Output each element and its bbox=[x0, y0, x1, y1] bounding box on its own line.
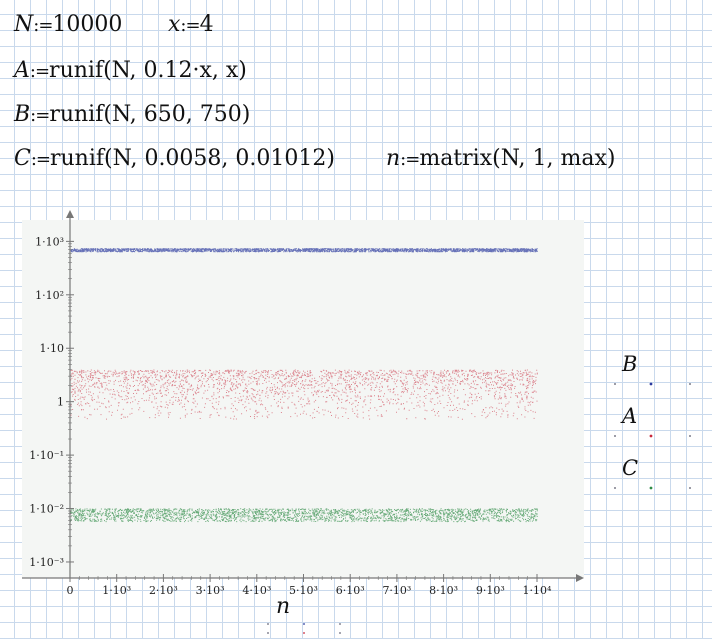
x-trace-marker bbox=[267, 623, 269, 625]
assign-op: := bbox=[30, 105, 50, 126]
y-axis-arrow bbox=[66, 210, 74, 218]
y-tick-label: 1·10⁻¹ bbox=[29, 449, 64, 462]
expr-A: runif(N, 0.12·x, x) bbox=[49, 58, 247, 83]
definition-B[interactable]: B:=runif(N, 650, 750) bbox=[14, 104, 250, 126]
definition-n[interactable]: n:=matrix(N, 1, max) bbox=[386, 148, 615, 170]
y-tick-label: 1·10² bbox=[35, 289, 64, 302]
x-tick-label: 7·10³ bbox=[382, 584, 411, 597]
expr-C: runif(N, 0.0058, 0.01012) bbox=[50, 146, 335, 171]
y-tick-label: 1·10 bbox=[40, 342, 65, 355]
var-A: A bbox=[14, 58, 30, 83]
x-tick-label: 5·10³ bbox=[289, 584, 318, 597]
x-trace-marker bbox=[303, 623, 305, 625]
x-tick-label: 0 bbox=[67, 584, 74, 597]
legend-label-C: C bbox=[622, 456, 639, 480]
var-N: N bbox=[14, 12, 34, 37]
expr-B: runif(N, 650, 750) bbox=[49, 102, 251, 127]
x-trace-marker bbox=[339, 623, 341, 625]
definition-A[interactable]: A:=runif(N, 0.12·x, x) bbox=[14, 60, 247, 82]
x-axis-trace-markers bbox=[267, 623, 341, 634]
y-tick-label: 1·10³ bbox=[35, 235, 64, 248]
var-n: n bbox=[386, 146, 401, 171]
definition-C[interactable]: C:=runif(N, 0.0058, 0.01012) bbox=[14, 148, 335, 170]
assign-op: := bbox=[180, 15, 200, 36]
plot-ticks: 1·10³ 1·10² 1·10 1 1·10⁻¹ 1·10⁻² 1·10⁻³ 0 1·10³ 2… bbox=[29, 235, 552, 597]
expr-x: 4 bbox=[199, 12, 214, 37]
definition-x[interactable]: x:=4 bbox=[168, 14, 214, 36]
legend-label-A: A bbox=[622, 404, 638, 428]
y-tick-label: 1·10⁻² bbox=[29, 503, 64, 516]
expr-N: 10000 bbox=[52, 12, 123, 37]
x-trace-marker bbox=[267, 632, 269, 634]
series-B bbox=[70, 248, 538, 253]
x-axis-arrow bbox=[576, 574, 584, 582]
x-tick-label: 6·10³ bbox=[336, 584, 365, 597]
assign-op: := bbox=[30, 149, 51, 170]
legend-marker-right bbox=[689, 383, 691, 385]
legend-marker-left bbox=[614, 435, 616, 437]
legend-marker-left bbox=[614, 383, 616, 385]
legend-marker-right bbox=[689, 487, 691, 489]
x-tick-label: 2·10³ bbox=[149, 584, 178, 597]
series-A bbox=[70, 369, 538, 420]
y-tick-label: 1·10⁻³ bbox=[29, 556, 64, 569]
legend-marker-left bbox=[614, 487, 616, 489]
x-trace-marker bbox=[303, 632, 305, 634]
assign-op: := bbox=[29, 61, 50, 82]
plot-marks bbox=[70, 248, 538, 523]
x-trace-marker bbox=[339, 632, 341, 634]
points-A bbox=[70, 369, 538, 420]
var-x: x bbox=[168, 12, 181, 37]
legend-marker-C bbox=[649, 486, 653, 490]
definition-N[interactable]: N:=10000 bbox=[14, 14, 122, 36]
x-tick-label: 3·10³ bbox=[196, 584, 225, 597]
assign-op: := bbox=[33, 15, 53, 36]
x-tick-label: 4·10³ bbox=[242, 584, 271, 597]
legend-marker-B bbox=[649, 382, 653, 386]
var-C: C bbox=[14, 146, 31, 171]
x-tick-label: 1·10³ bbox=[102, 584, 131, 597]
x-tick-label: 1·10⁴ bbox=[523, 584, 552, 597]
x-axis-label: n bbox=[276, 594, 291, 619]
legend-label-B: B bbox=[622, 352, 638, 376]
plot-axes bbox=[22, 210, 584, 582]
legend-marker-A bbox=[649, 434, 653, 438]
assign-op: := bbox=[400, 149, 420, 170]
points-B bbox=[70, 248, 538, 253]
y-tick-label: 1 bbox=[57, 396, 64, 409]
legend-marker-right bbox=[689, 435, 691, 437]
expr-n: matrix(N, 1, max) bbox=[419, 146, 616, 171]
x-tick-label: 8·10³ bbox=[429, 584, 458, 597]
legend bbox=[614, 382, 691, 490]
var-B: B bbox=[14, 102, 31, 127]
series-C bbox=[70, 508, 538, 523]
points-C bbox=[70, 508, 538, 523]
x-tick-label: 9·10³ bbox=[476, 584, 505, 597]
